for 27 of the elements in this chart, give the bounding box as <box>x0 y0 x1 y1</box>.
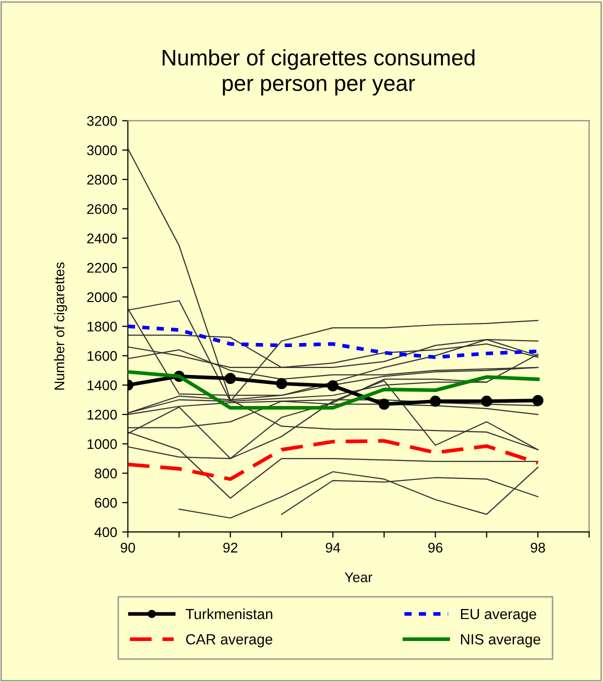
legend-label: EU average <box>461 609 536 622</box>
y-tick-label: 2200 <box>87 262 117 273</box>
y-tick-label: 1800 <box>88 322 117 332</box>
y-tick-label: 1200 <box>88 410 117 420</box>
x-axis-title: Year <box>344 572 372 582</box>
y-tick-label: 800 <box>94 468 117 478</box>
legend-label: CAR average <box>186 634 272 648</box>
y-tick-label: 1600 <box>88 351 117 361</box>
y-tick-label: 2000 <box>87 292 117 302</box>
x-tick-label: 90 <box>120 542 136 553</box>
y-tick-label: 2800 <box>87 174 117 185</box>
x-tick-label: 92 <box>223 542 238 553</box>
y-tick-label: 3000 <box>87 145 117 156</box>
legend-label: Turkmenistan <box>186 608 272 620</box>
y-tick-label: 2400 <box>87 234 117 244</box>
y-tick-label: 1400 <box>88 380 117 390</box>
y-tick-label: 600 <box>94 498 117 508</box>
y-tick-label: 3200 <box>87 116 117 126</box>
y-tick-label: 400 <box>94 527 117 538</box>
y-axis-title: Number of cigarettes <box>54 262 68 390</box>
y-tick-label: 1000 <box>88 439 117 450</box>
legend-label: NIS average <box>461 634 540 648</box>
x-tick-label: 94 <box>326 542 340 553</box>
y-tick-label: 2600 <box>87 204 117 214</box>
chart-title: Number of cigarettes consumed per person per year <box>162 49 474 96</box>
x-tick-label: 96 <box>428 542 442 553</box>
x-tick-label: 98 <box>530 542 545 553</box>
